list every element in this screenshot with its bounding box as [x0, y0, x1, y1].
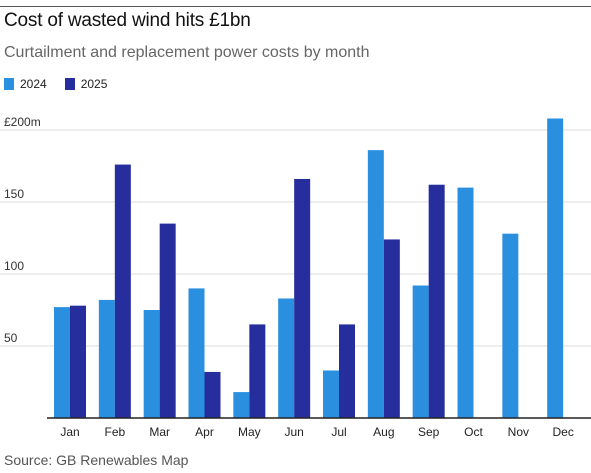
x-tick-label-mar: Mar [149, 425, 170, 439]
x-tick-label-jun: Jun [284, 425, 303, 439]
bar-2025-mar [159, 223, 176, 418]
bar-2025-may [249, 324, 266, 418]
legend-label-2024: 2024 [20, 77, 47, 91]
bar-2025-feb [114, 164, 131, 418]
x-tick-label-jul: Jul [331, 425, 346, 439]
x-tick-label-feb: Feb [104, 425, 125, 439]
legend-item-2025: 2025 [64, 77, 108, 91]
y-tick-label-50: 50 [4, 331, 18, 345]
x-tick-label-aug: Aug [373, 425, 394, 439]
x-tick-label-sep: Sep [418, 425, 440, 439]
bar-2025-jun [294, 178, 311, 418]
bar-2024-aug [367, 150, 384, 418]
source-note: Source: GB Renewables Map [4, 452, 189, 468]
y-tick-label-100: 100 [4, 259, 24, 273]
x-tick-label-dec: Dec [552, 425, 573, 439]
legend-swatch-2024 [4, 78, 14, 90]
chart-title: Cost of wasted wind hits £1bn [4, 10, 251, 31]
bar-2024-apr [188, 288, 205, 418]
bar-2024-jul [323, 370, 339, 418]
bar-2024-dec [547, 118, 564, 418]
bar-2025-jan [70, 305, 86, 418]
y-tick-label-150: 150 [4, 187, 24, 201]
bar-2025-sep [428, 184, 445, 418]
x-tick-label-oct: Oct [464, 425, 483, 439]
bar-2025-jul [339, 324, 355, 418]
legend-swatch-2025 [64, 78, 75, 90]
top-rule [0, 6, 591, 7]
chart-subtitle: Curtailment and replacement power costs … [4, 44, 370, 61]
bar-2024-feb [98, 299, 115, 418]
legend: 2024 2025 [4, 77, 125, 91]
bar-2024-oct [457, 187, 474, 418]
bar-2024-nov [502, 233, 519, 418]
bar-2024-jun [278, 298, 295, 418]
y-tick-label-200: £200m [4, 115, 41, 129]
legend-label-2025: 2025 [80, 77, 108, 91]
x-tick-label-may: May [238, 425, 261, 439]
x-tick-label-apr: Apr [195, 425, 214, 439]
bar-2024-jan [54, 307, 70, 418]
bar-2025-apr [204, 371, 221, 418]
bar-2024-sep [412, 285, 429, 418]
bar-2024-may [233, 392, 250, 418]
x-tick-label-nov: Nov [508, 425, 529, 439]
x-tick-label-jan: Jan [60, 425, 79, 439]
bar-2025-aug [383, 239, 400, 418]
bar-2024-mar [143, 310, 160, 418]
legend-item-2024: 2024 [4, 77, 47, 91]
